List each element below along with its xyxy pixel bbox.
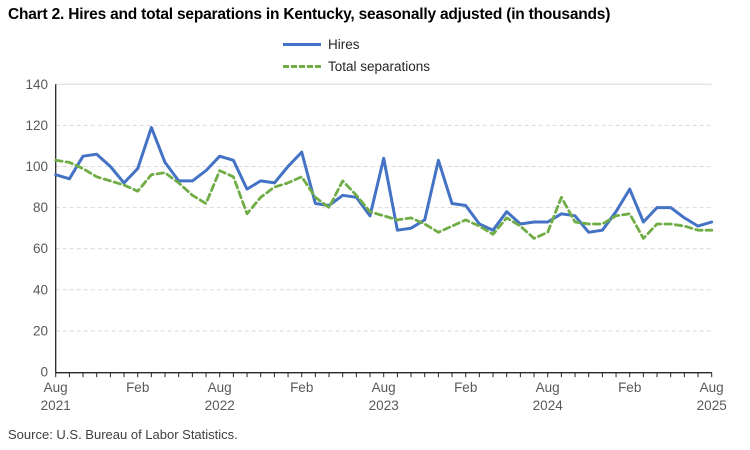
x-tick-label-month: Aug [208, 380, 232, 395]
x-tick-label-year: 2023 [369, 398, 399, 413]
chart-title: Chart 2. Hires and total separations in … [8, 6, 611, 23]
legend-label-total-separations: Total separations [328, 59, 431, 74]
y-tick-label: 0 [40, 365, 48, 380]
x-tick-label-year: 2025 [697, 398, 727, 413]
y-tick-label: 60 [33, 241, 48, 256]
hires-line-swatch [283, 43, 321, 46]
y-tick-label: 120 [25, 118, 48, 133]
x-axis-labels: Aug 2021 Feb Aug 2022 Feb Aug 2023 Feb Aug 2024 Feb… [41, 380, 727, 413]
x-tick-label-year: 2021 [41, 398, 71, 413]
legend-label-hires: Hires [328, 37, 360, 52]
gridlines [55, 83, 712, 332]
x-tick-label-month: Feb [454, 380, 477, 395]
y-tick-label: 20 [33, 323, 48, 338]
x-tick-label-month: Feb [126, 380, 149, 395]
x-tick-label-month: Feb [618, 380, 641, 395]
source-text: Source: U.S. Bureau of Labor Statistics. [8, 427, 238, 442]
x-tick-label-year: 2022 [205, 398, 235, 413]
legend: Hires Total separations [283, 37, 430, 74]
y-tick-label: 140 [25, 77, 48, 92]
x-tick-label-month: Aug [700, 380, 724, 395]
legend-item-total-separations: Total separations [283, 59, 430, 74]
y-tick-label: 100 [25, 159, 48, 174]
x-tick-label-month: Aug [44, 380, 68, 395]
y-axis-labels: 0 20 40 60 80 100 120 140 [25, 77, 48, 380]
x-tick-label-year: 2024 [533, 398, 564, 413]
x-tick-label-month: Aug [536, 380, 560, 395]
x-axis-ticks [55, 372, 713, 378]
y-tick-label: 80 [33, 200, 48, 215]
y-tick-label: 40 [33, 282, 48, 297]
x-tick-label-month: Feb [290, 380, 313, 395]
hires-line [54, 126, 714, 234]
legend-item-hires: Hires [283, 37, 430, 52]
total-separations-line-swatch [283, 65, 321, 68]
x-tick-label-month: Aug [372, 380, 396, 395]
total-separations-line [54, 158, 714, 240]
